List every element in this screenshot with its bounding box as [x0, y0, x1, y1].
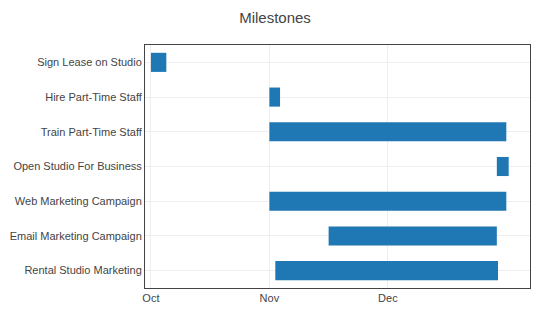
svg-text:Train Part-Time Staff: Train Part-Time Staff	[41, 126, 143, 138]
svg-text:Dec: Dec	[378, 292, 398, 304]
svg-text:Hire Part-Time Staff: Hire Part-Time Staff	[45, 91, 143, 103]
svg-text:Oct: Oct	[142, 292, 159, 304]
svg-text:Nov: Nov	[260, 292, 280, 304]
svg-text:Web Marketing Campaign: Web Marketing Campaign	[15, 195, 142, 207]
svg-text:Email Marketing Campaign: Email Marketing Campaign	[10, 230, 142, 242]
svg-text:Milestones: Milestones	[239, 9, 311, 26]
svg-text:Rental Studio Marketing: Rental Studio Marketing	[24, 264, 141, 276]
svg-text:Open Studio For Business: Open Studio For Business	[13, 160, 142, 172]
svg-text:Sign Lease on Studio: Sign Lease on Studio	[37, 56, 142, 68]
